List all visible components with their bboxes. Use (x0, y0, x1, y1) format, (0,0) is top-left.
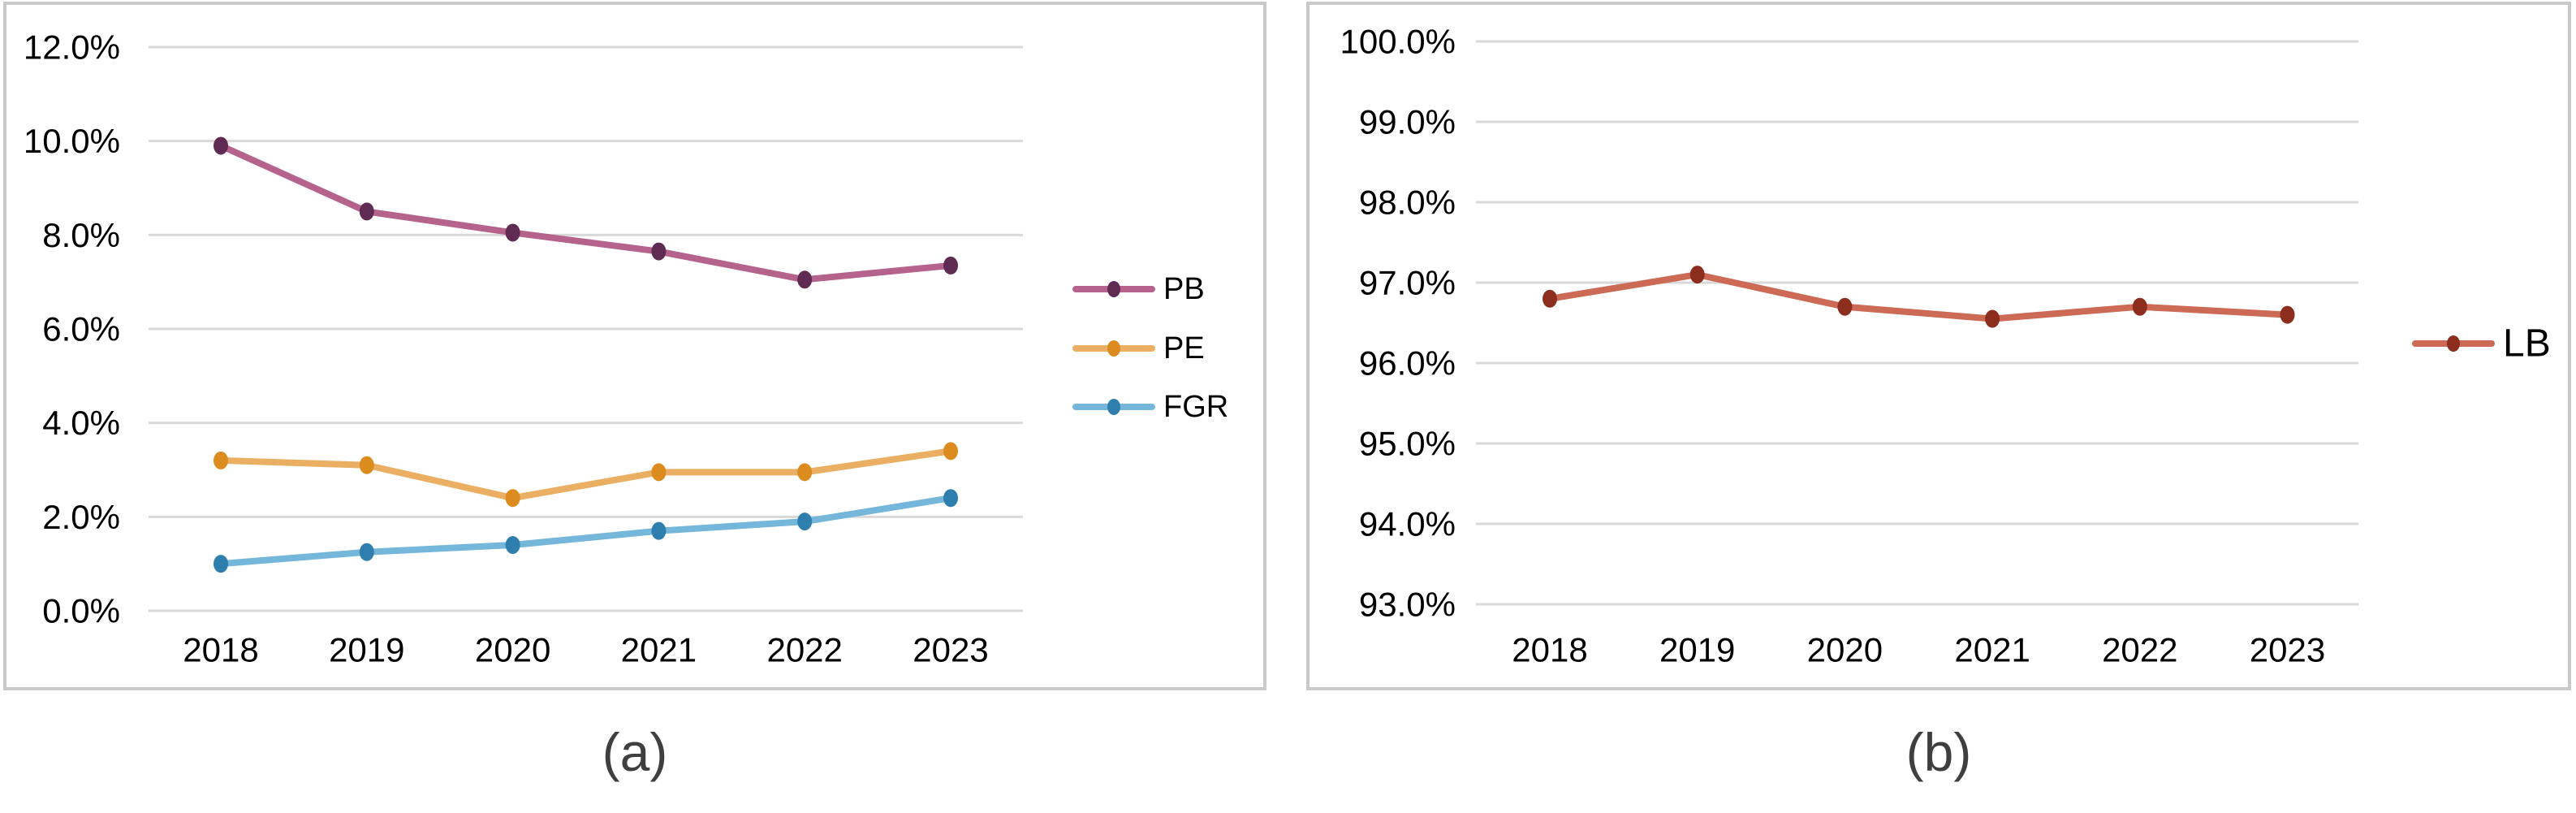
gridlines (1476, 40, 2358, 606)
data-point-LB-2023 (2280, 305, 2295, 324)
data-point-PE-2019 (359, 456, 374, 474)
data-point-PE-2020 (505, 489, 520, 508)
legend-marker-PB (1107, 281, 1120, 297)
legend-marker-FGR (1107, 399, 1120, 415)
data-point-PE-2018 (214, 451, 228, 469)
chart-panel-b: 93.0% 94.0% 95.0% 96.0% 97.0% 98.0% 99.0% 100.0… (1306, 2, 2571, 690)
data-point-PE-2022 (797, 463, 813, 482)
data-point-LB-2021 (1985, 309, 2000, 328)
x-tick-label: 2020 (475, 631, 550, 669)
y-tick-label: 95.0% (1359, 425, 1456, 463)
y-tick-label: 97.0% (1359, 264, 1456, 302)
line-chart-b: 93.0% 94.0% 95.0% 96.0% 97.0% 98.0% 99.0% 100.0… (1310, 5, 2568, 687)
x-tick-label: 2021 (621, 631, 697, 669)
y-tick-label: 10.0% (24, 122, 120, 160)
data-point-PB-2018 (214, 136, 228, 155)
legend-label-PB: PB (1163, 272, 1205, 306)
series-line-FGR (218, 495, 954, 568)
chart-panel-a: 0.0% 2.0% 4.0% 6.0% 8.0% 10.0% 12.0% 2018 2019 20… (3, 2, 1266, 690)
y-tick-label: 4.0% (42, 404, 120, 442)
data-point-PB-2020 (505, 223, 520, 242)
data-point-LB-2018 (1543, 289, 1557, 308)
caption-b: (b) (1905, 722, 1972, 782)
data-point-FGR-2019 (359, 543, 374, 561)
data-point-FGR-2022 (797, 512, 813, 531)
data-point-FGR-2021 (651, 521, 667, 540)
data-point-PB-2019 (359, 202, 374, 221)
data-point-FGR-2020 (505, 536, 520, 555)
data-point-PB-2023 (943, 256, 958, 275)
x-tick-label: 2022 (766, 631, 842, 669)
series-line-PB (218, 142, 954, 283)
y-tick-label: 6.0% (42, 310, 120, 348)
data-point-PE-2021 (651, 463, 667, 482)
series-PB (214, 136, 958, 289)
x-tick-label: 2022 (2102, 631, 2177, 669)
x-tick-label: 2019 (1659, 631, 1735, 669)
line-chart-a: 0.0% 2.0% 4.0% 6.0% 8.0% 10.0% 12.0% 2018 2019 20… (6, 5, 1263, 687)
legend-label-PE: PE (1163, 331, 1205, 365)
x-tick-label: 2018 (1512, 631, 1587, 669)
x-tick-label: 2021 (1954, 631, 2030, 669)
x-tick-label: 2023 (913, 631, 988, 669)
data-point-PB-2022 (797, 270, 813, 289)
y-tick-label: 96.0% (1359, 344, 1456, 383)
y-tick-label: 8.0% (42, 216, 120, 254)
legend-label-LB: LB (2503, 322, 2551, 365)
y-tick-label: 93.0% (1359, 586, 1456, 624)
legend-marker-LB (2447, 335, 2460, 352)
series-PE (214, 442, 958, 508)
data-point-LB-2019 (1689, 266, 1705, 284)
data-point-PE-2023 (943, 442, 958, 461)
caption-a: (a) (602, 722, 668, 782)
x-tick-label: 2020 (1807, 631, 1883, 669)
series-line-PE (218, 448, 954, 502)
y-tick-label: 94.0% (1359, 505, 1456, 543)
data-point-LB-2022 (2132, 297, 2147, 316)
y-tick-label: 2.0% (42, 498, 120, 536)
series-LB (1543, 266, 2295, 328)
x-tick-label: 2019 (329, 631, 404, 669)
y-tick-label: 98.0% (1359, 184, 1456, 222)
chart-a-svg: 0.0% 2.0% 4.0% 6.0% 8.0% 10.0% 12.0% 2018 2019 20… (24, 28, 1228, 669)
x-tick-label: 2023 (2250, 631, 2325, 669)
gridlines (149, 45, 1023, 612)
y-tick-label: 0.0% (42, 592, 120, 630)
legend: LB (2412, 322, 2551, 365)
y-tick-label: 100.0% (1340, 23, 1456, 61)
data-point-LB-2020 (1837, 297, 1853, 316)
legend-marker-PE (1107, 340, 1120, 357)
data-point-PB-2021 (651, 242, 667, 261)
y-tick-label: 12.0% (24, 28, 120, 67)
data-point-FGR-2018 (214, 555, 228, 573)
data-point-FGR-2023 (943, 489, 958, 508)
legend: PB PE FGR (1072, 272, 1228, 424)
y-tick-label: 99.0% (1359, 103, 1456, 141)
series-line-LB (1547, 271, 2291, 322)
chart-b-svg: 93.0% 94.0% 95.0% 96.0% 97.0% 98.0% 99.0% 100.0… (1340, 23, 2551, 669)
legend-label-FGR: FGR (1163, 390, 1228, 424)
x-tick-label: 2018 (183, 631, 258, 669)
series-FGR (214, 489, 958, 573)
